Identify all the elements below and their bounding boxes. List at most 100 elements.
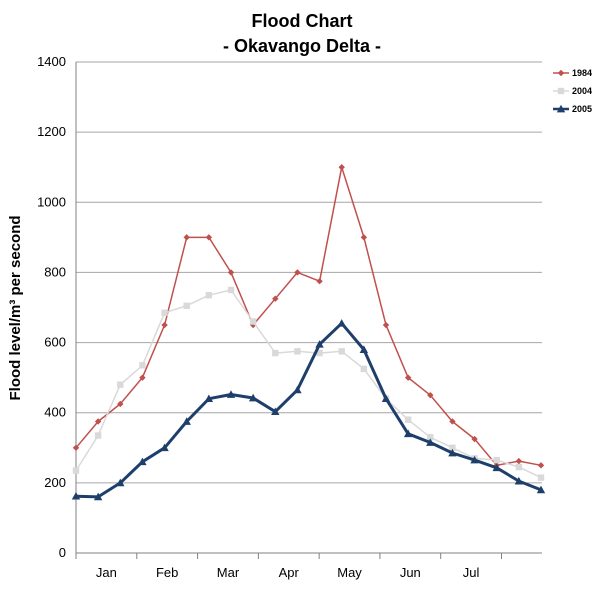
data-point (294, 348, 301, 355)
data-point (316, 277, 323, 285)
data-point (72, 467, 80, 474)
data-point (271, 407, 280, 416)
data-point (359, 345, 369, 353)
series-line (75, 289, 542, 479)
data-point (381, 394, 391, 403)
x-tick-label: May (337, 565, 362, 580)
x-tick-label: Mar (217, 565, 240, 580)
series-1984 (72, 164, 545, 469)
data-point (183, 234, 190, 241)
data-point (337, 319, 346, 327)
data-point (427, 391, 434, 399)
x-tick-label: Apr (279, 565, 300, 580)
data-point (404, 416, 412, 423)
chart-subtitle: - Okavango Delta - (223, 36, 381, 56)
data-point (403, 429, 413, 438)
data-point (272, 349, 279, 357)
data-point (183, 302, 190, 309)
x-tick-label: Jan (96, 565, 117, 580)
data-point (492, 463, 501, 472)
data-point (515, 463, 523, 471)
data-point (117, 400, 124, 408)
series-2005 (71, 319, 546, 501)
grid-lines (76, 61, 542, 484)
data-point (272, 295, 279, 302)
data-point (249, 318, 257, 325)
data-point (427, 434, 434, 441)
series-line (75, 321, 542, 499)
data-point (316, 349, 323, 357)
data-point (227, 269, 235, 276)
data-point (248, 393, 258, 402)
legend-label: 1984 (572, 68, 592, 78)
y-tick-label: 200 (44, 475, 66, 490)
data-point (449, 444, 456, 451)
axes: 0 200 400 600 800 1000 1200 1400 Jan Feb Mar Apr May… (37, 54, 542, 580)
data-point (382, 321, 390, 329)
data-point (360, 365, 368, 373)
x-tick-label: Jun (400, 565, 421, 580)
legend-marker (557, 87, 565, 95)
data-point (537, 462, 545, 469)
x-tick-label: Feb (156, 565, 178, 580)
legend-entry-2004: 2004 (553, 86, 592, 96)
y-tick-label: 1200 (37, 124, 66, 139)
data-point (315, 340, 324, 348)
data-point (72, 444, 80, 451)
data-point (139, 374, 146, 381)
data-point (94, 432, 102, 439)
data-point (94, 418, 102, 425)
data-point (139, 362, 146, 369)
data-point (360, 234, 368, 241)
data-point (338, 348, 345, 355)
legend-marker (556, 104, 566, 113)
chart-title: Flood Chart (252, 11, 353, 31)
data-point (182, 417, 191, 425)
y-tick-label: 400 (44, 405, 66, 420)
y-tick-label: 800 (44, 264, 66, 279)
data-point (205, 292, 213, 299)
data-point (537, 474, 545, 481)
y-axis-label: Flood level/m³ per second (7, 215, 24, 400)
series-2004 (72, 286, 545, 481)
data-point (471, 435, 478, 443)
data-point (449, 418, 456, 425)
data-point (93, 492, 103, 501)
series-line (75, 166, 542, 467)
x-tick-label: Jul (463, 565, 480, 580)
data-point (116, 478, 125, 487)
data-point (470, 455, 479, 464)
data-point (226, 390, 236, 398)
data-point (138, 457, 147, 466)
legend-label: 2004 (572, 86, 592, 96)
data-point (338, 164, 345, 171)
data-point (293, 385, 302, 394)
data-point (71, 491, 81, 500)
data-point (514, 476, 524, 485)
y-tick-label: 1400 (37, 54, 66, 69)
data-point (515, 457, 523, 465)
data-point (404, 374, 412, 381)
data-point (493, 456, 500, 464)
data-point (294, 269, 301, 276)
y-tick-label: 600 (44, 335, 66, 350)
legend-entry-1984: 1984 (553, 68, 592, 78)
data-point (205, 234, 213, 241)
data-point (160, 443, 169, 452)
y-tick-label: 1000 (37, 194, 66, 209)
legend-label: 2005 (572, 104, 592, 114)
series-layer (71, 164, 546, 501)
data-point (426, 438, 435, 446)
data-point (536, 485, 546, 494)
data-point (448, 448, 457, 457)
data-point (161, 309, 168, 316)
data-point (161, 321, 168, 329)
data-point (117, 381, 124, 388)
legend-marker (557, 69, 565, 77)
y-tick-label: 0 (59, 545, 66, 560)
legend: 1984 2004 2005 (553, 68, 592, 114)
legend-entry-2005: 2005 (553, 104, 592, 114)
data-point (204, 394, 214, 403)
data-point (227, 286, 235, 294)
